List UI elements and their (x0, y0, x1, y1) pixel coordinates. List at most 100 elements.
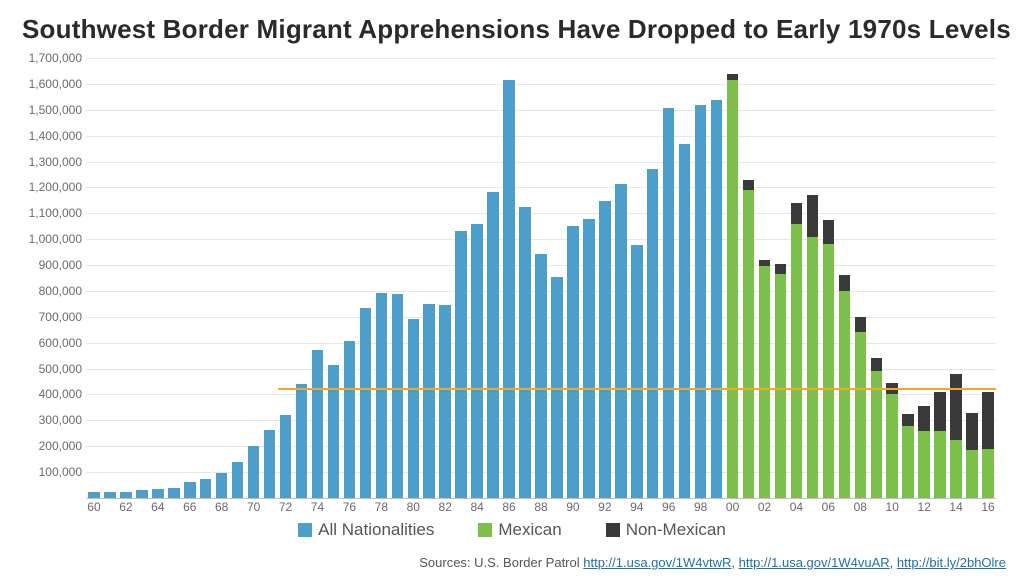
y-tick-label: 1,700,000 (6, 51, 82, 65)
bar-segment-nonmexican (839, 275, 850, 291)
bar-segment-all (136, 490, 147, 498)
x-tick-label: 68 (215, 500, 228, 514)
bar-segment-mexican (759, 266, 770, 498)
bar-segment-all (503, 80, 514, 498)
bar (471, 58, 482, 498)
bar-segment-mexican (886, 394, 897, 498)
bar (727, 58, 738, 498)
bar (328, 58, 339, 498)
bar (423, 58, 434, 498)
x-tick-label: 90 (566, 500, 579, 514)
bar (136, 58, 147, 498)
bar (663, 58, 674, 498)
bar-segment-mexican (950, 440, 961, 498)
y-tick-label: 300,000 (6, 413, 82, 427)
bar (775, 58, 786, 498)
y-tick-label: 100,000 (6, 465, 82, 479)
bar (950, 58, 961, 498)
bar-segment-mexican (902, 426, 913, 498)
y-tick-label: 500,000 (6, 362, 82, 376)
bar (711, 58, 722, 498)
y-tick-label: 1,400,000 (6, 129, 82, 143)
x-tick-label: 60 (87, 500, 100, 514)
bar-segment-all (392, 294, 403, 498)
bar (280, 58, 291, 498)
bar-segment-all (423, 304, 434, 498)
bar-segment-all (88, 492, 99, 498)
bar-segment-all (232, 462, 243, 498)
x-tick-label: 84 (470, 500, 483, 514)
x-tick-label: 66 (183, 500, 196, 514)
bar (871, 58, 882, 498)
sources-prefix: Sources: U.S. Border Patrol (419, 555, 583, 570)
bar-segment-all (599, 201, 610, 498)
y-tick-label: 700,000 (6, 310, 82, 324)
y-tick-label: 600,000 (6, 336, 82, 350)
x-tick-label: 08 (854, 500, 867, 514)
bar (615, 58, 626, 498)
x-tick-label: 76 (343, 500, 356, 514)
bar (902, 58, 913, 498)
bar (791, 58, 802, 498)
bar-segment-all (152, 489, 163, 498)
bar-segment-all (455, 231, 466, 498)
bar (104, 58, 115, 498)
bar (439, 58, 450, 498)
x-tick-label: 74 (311, 500, 324, 514)
bar-segment-all (264, 430, 275, 498)
bar (200, 58, 211, 498)
bar (487, 58, 498, 498)
bar-segment-nonmexican (759, 260, 770, 266)
bar-segment-nonmexican (871, 358, 882, 371)
bar-segment-mexican (743, 190, 754, 498)
bar-segment-nonmexican (823, 220, 834, 245)
bar-segment-all (711, 100, 722, 498)
bar (408, 58, 419, 498)
bar-segment-all (663, 108, 674, 498)
legend-item-nonmexican: Non-Mexican (606, 520, 726, 540)
bar (184, 58, 195, 498)
x-axis (86, 498, 996, 499)
x-tick-label: 06 (822, 500, 835, 514)
y-tick-label: 1,300,000 (6, 155, 82, 169)
x-tick-label: 02 (758, 500, 771, 514)
bar (695, 58, 706, 498)
x-tick-label: 12 (917, 500, 930, 514)
legend-item-mexican: Mexican (478, 520, 561, 540)
x-tick-label: 10 (886, 500, 899, 514)
bar (296, 58, 307, 498)
bar-segment-all (104, 492, 115, 498)
bar-segment-nonmexican (743, 180, 754, 190)
bar (934, 58, 945, 498)
legend-swatch (298, 523, 312, 537)
bar-segment-all (296, 384, 307, 498)
y-tick-label: 400,000 (6, 387, 82, 401)
bar (455, 58, 466, 498)
source-link[interactable]: http://1.usa.gov/1W4vtwR (583, 555, 731, 570)
y-tick-label: 200,000 (6, 439, 82, 453)
bar (312, 58, 323, 498)
sources-line: Sources: U.S. Border Patrol http://1.usa… (419, 555, 1006, 570)
legend-item-all: All Nationalities (298, 520, 434, 540)
bar-segment-mexican (727, 80, 738, 498)
x-tick-label: 62 (119, 500, 132, 514)
bar-segment-mexican (775, 274, 786, 498)
bar-segment-all (647, 169, 658, 498)
source-link[interactable]: http://1.usa.gov/1W4vuAR (739, 555, 890, 570)
bar-segment-all (679, 144, 690, 498)
legend: All Nationalities Mexican Non-Mexican (0, 520, 1024, 540)
x-tick-label: 80 (407, 500, 420, 514)
bar-segment-mexican (918, 431, 929, 498)
bar-segment-mexican (934, 431, 945, 498)
bar (168, 58, 179, 498)
bar (855, 58, 866, 498)
bar (679, 58, 690, 498)
chart-container: Southwest Border Migrant Apprehensions H… (0, 0, 1024, 576)
bar-segment-mexican (791, 224, 802, 498)
bar (152, 58, 163, 498)
bar (583, 58, 594, 498)
bar-segment-all (360, 308, 371, 498)
source-link[interactable]: http://bit.ly/2bhOlre (897, 555, 1006, 570)
x-tick-label: 64 (151, 500, 164, 514)
bar (360, 58, 371, 498)
